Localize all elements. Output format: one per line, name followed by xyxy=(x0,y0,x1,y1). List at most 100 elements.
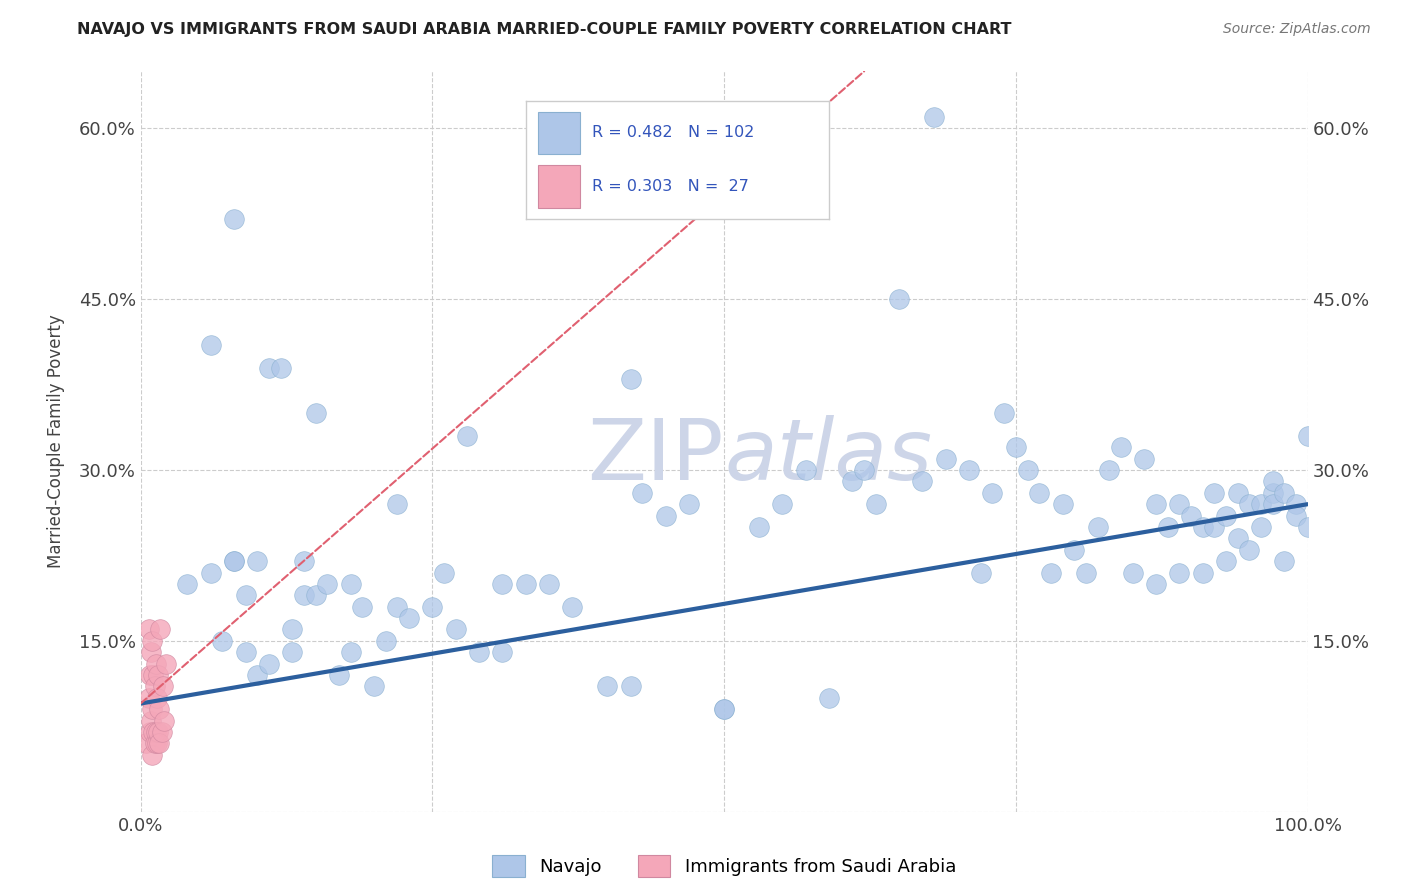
Point xyxy=(1028,485,1050,500)
Point xyxy=(422,599,444,614)
Point xyxy=(200,566,222,580)
Text: NAVAJO VS IMMIGRANTS FROM SAUDI ARABIA MARRIED-COUPLE FAMILY POVERTY CORRELATION: NAVAJO VS IMMIGRANTS FROM SAUDI ARABIA M… xyxy=(77,22,1012,37)
Point xyxy=(148,736,170,750)
Point xyxy=(387,599,409,614)
Point xyxy=(1005,440,1028,454)
Point xyxy=(1272,554,1295,568)
Point xyxy=(135,736,157,750)
Point xyxy=(257,360,280,375)
Point xyxy=(146,736,169,750)
Point xyxy=(1098,463,1121,477)
Point xyxy=(152,680,174,694)
Point xyxy=(772,497,794,511)
Point xyxy=(281,645,304,659)
Point xyxy=(794,463,817,477)
Point xyxy=(713,702,735,716)
Point xyxy=(911,475,934,489)
Point xyxy=(713,702,735,716)
Point xyxy=(138,623,160,637)
Point xyxy=(1122,566,1144,580)
Point xyxy=(1272,485,1295,500)
Point xyxy=(1180,508,1202,523)
Point xyxy=(292,588,315,602)
Point xyxy=(1074,566,1097,580)
Point xyxy=(889,292,911,306)
Point xyxy=(1168,566,1191,580)
Point xyxy=(993,406,1015,420)
Point xyxy=(655,508,678,523)
Point xyxy=(142,668,165,682)
Point xyxy=(150,725,173,739)
Point xyxy=(235,645,257,659)
Point xyxy=(1204,520,1226,534)
Point xyxy=(246,554,269,568)
Text: ZIP: ZIP xyxy=(588,415,724,498)
Point xyxy=(145,725,167,739)
Point xyxy=(865,497,887,511)
Point xyxy=(211,633,233,648)
Point xyxy=(456,429,478,443)
Point xyxy=(1204,485,1226,500)
Point xyxy=(561,599,583,614)
Point xyxy=(1285,508,1308,523)
Point xyxy=(328,668,350,682)
Point xyxy=(1191,566,1213,580)
Point xyxy=(363,680,385,694)
Point xyxy=(257,657,280,671)
Point xyxy=(139,668,162,682)
Point xyxy=(305,406,328,420)
Point xyxy=(853,463,876,477)
Point xyxy=(246,668,269,682)
Point xyxy=(1239,497,1261,511)
Point xyxy=(1063,542,1085,557)
Point xyxy=(491,577,513,591)
Point xyxy=(146,690,169,705)
Point xyxy=(970,566,993,580)
Point xyxy=(515,577,537,591)
Point xyxy=(1250,520,1272,534)
Point xyxy=(1191,520,1213,534)
Point xyxy=(292,554,315,568)
Point xyxy=(444,623,467,637)
Point xyxy=(1239,542,1261,557)
Point xyxy=(176,577,198,591)
Point xyxy=(139,714,162,728)
Point xyxy=(398,611,420,625)
Point xyxy=(1261,475,1284,489)
Point xyxy=(1215,554,1237,568)
Point xyxy=(387,497,409,511)
Point xyxy=(631,485,654,500)
Point xyxy=(981,485,1004,500)
Point xyxy=(1039,566,1062,580)
Point xyxy=(1168,497,1191,511)
Point xyxy=(1109,440,1132,454)
Point xyxy=(281,623,304,637)
Point xyxy=(841,475,863,489)
Point xyxy=(1052,497,1074,511)
Point xyxy=(141,633,163,648)
Point xyxy=(222,212,245,227)
Point xyxy=(596,680,619,694)
Point xyxy=(1156,520,1178,534)
Point xyxy=(1296,429,1319,443)
Point xyxy=(145,657,167,671)
Point xyxy=(200,337,222,351)
Point xyxy=(1144,577,1167,591)
Point xyxy=(957,463,980,477)
Point xyxy=(155,657,177,671)
Point xyxy=(935,451,957,466)
Point xyxy=(222,554,245,568)
Point xyxy=(433,566,456,580)
Point xyxy=(678,497,700,511)
Point xyxy=(748,520,770,534)
Point xyxy=(222,554,245,568)
Point xyxy=(270,360,292,375)
Point xyxy=(620,372,643,386)
Point xyxy=(352,599,374,614)
Point xyxy=(1215,508,1237,523)
Point xyxy=(1144,497,1167,511)
Point xyxy=(138,690,160,705)
Point xyxy=(142,725,165,739)
Point xyxy=(620,680,643,694)
Point xyxy=(153,714,176,728)
